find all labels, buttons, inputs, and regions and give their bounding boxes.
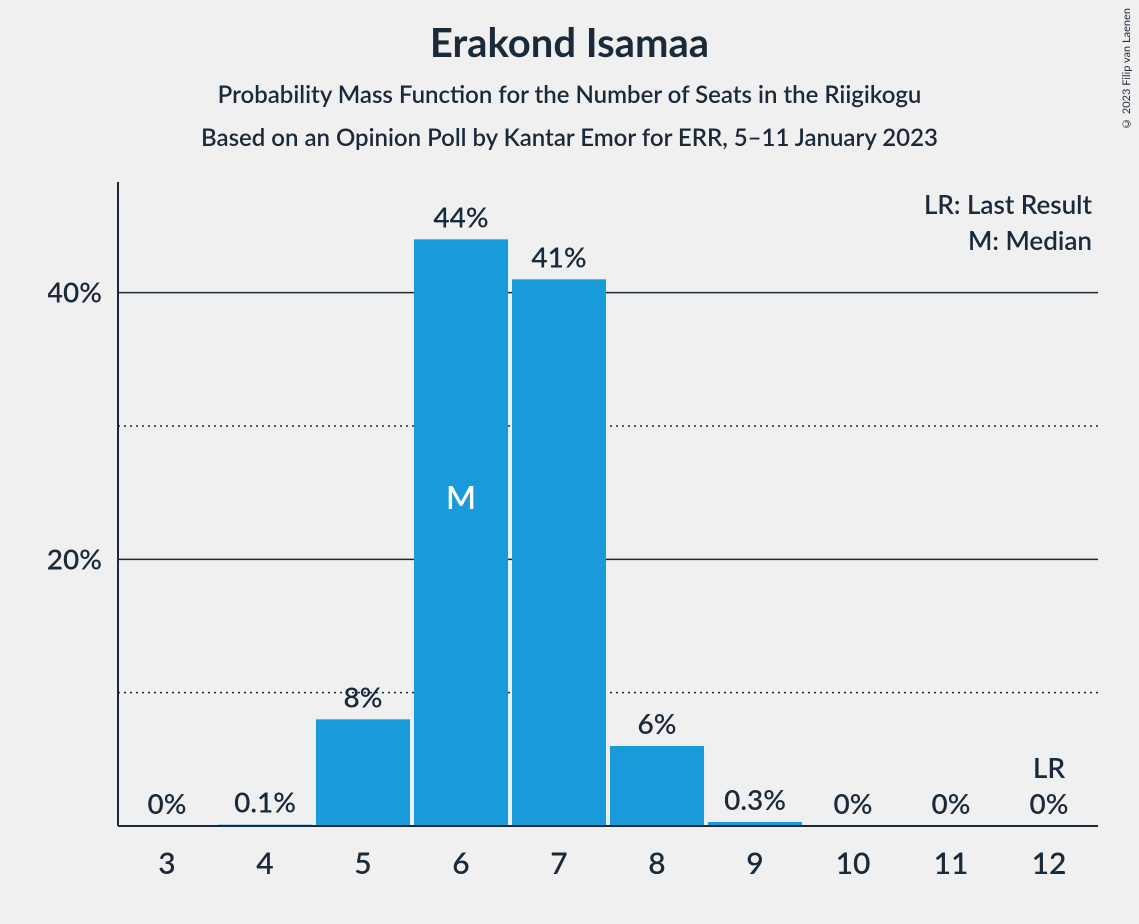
bar-value-label: 41% [531,239,586,273]
bar-value-label: 0% [834,786,873,820]
y-tick-label: 20% [48,541,102,575]
bar-value-label: 0.3% [724,782,786,816]
x-tick-label: 7 [550,845,567,881]
x-tick-label: 12 [1032,845,1067,881]
x-tick-label: 6 [452,845,469,881]
bar-value-label: 0% [932,786,971,820]
x-tick-label: 8 [648,845,665,881]
chart-container: 20% 40% 0% 3 0.1% 4 8% 5 44% M 6 41% 7 6% 8 0.3% 9 0% 10 0%… [48,176,1118,896]
x-tick-label: 4 [256,845,273,881]
x-tick-label: 11 [934,845,969,881]
bar [316,719,410,826]
bar-value-label: 0% [148,786,187,820]
bar [414,239,508,826]
x-tick-label: 10 [836,845,871,881]
lr-annotation: LR [1033,750,1065,784]
bar-chart: 20% 40% 0% 3 0.1% 4 8% 5 44% M 6 41% 7 6% 8 0.3% 9 0% 10 0%… [48,176,1118,896]
bar-value-label: 8% [344,679,383,713]
y-tick-label: 40% [48,275,102,309]
median-annotation: M [446,477,476,516]
bar-value-label: 6% [638,706,677,740]
x-tick-label: 3 [158,845,175,881]
chart-subtitle-2: Based on an Opinion Poll by Kantar Emor … [0,123,1139,152]
bar-value-label: 44% [433,199,488,233]
chart-title: Erakond Isamaa [0,0,1139,66]
x-tick-label: 9 [746,845,763,881]
bar-value-label: 0% [1030,786,1069,820]
bar [512,279,606,826]
chart-subtitle-1: Probability Mass Function for the Number… [0,80,1139,109]
legend-m: M: Median [968,224,1092,256]
bar [610,746,704,826]
copyright-text: © 2023 Filip van Laenen [1120,8,1133,130]
legend-lr: LR: Last Result [924,188,1093,220]
x-tick-label: 5 [354,845,371,881]
bar-value-label: 0.1% [234,785,296,819]
